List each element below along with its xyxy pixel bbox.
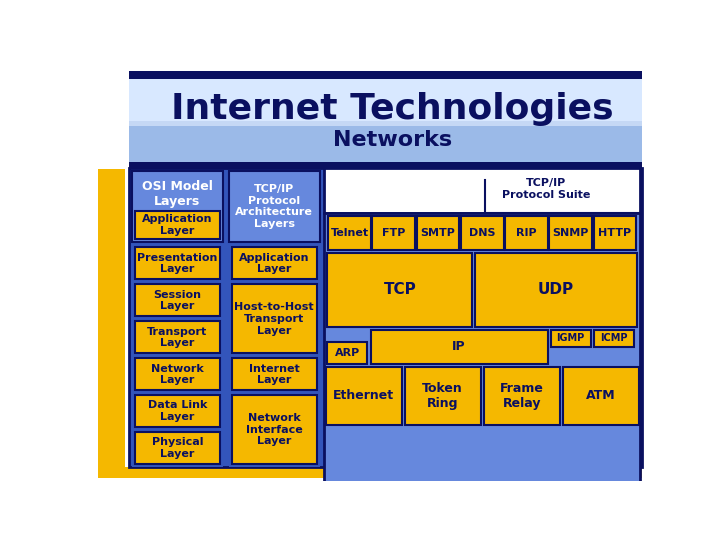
- Text: Host-to-Host
Transport
Layer: Host-to-Host Transport Layer: [235, 302, 314, 335]
- Text: Network
Interface
Layer: Network Interface Layer: [246, 413, 302, 447]
- Bar: [132, 171, 222, 242]
- Bar: [232, 284, 317, 353]
- Bar: [135, 211, 220, 239]
- Text: TCP: TCP: [384, 282, 416, 297]
- Text: RIP: RIP: [516, 228, 536, 238]
- Bar: [135, 358, 220, 390]
- Text: DNS: DNS: [469, 228, 495, 238]
- Text: OSI Model
Layers: OSI Model Layers: [142, 180, 212, 208]
- Bar: [135, 247, 220, 279]
- Bar: [232, 358, 317, 390]
- Text: Physical
Layer: Physical Layer: [151, 437, 203, 459]
- Text: TCP/IP
Protocol
Architecture
Layers: TCP/IP Protocol Architecture Layers: [235, 184, 313, 229]
- Bar: [562, 367, 639, 425]
- Bar: [129, 162, 642, 168]
- Bar: [505, 215, 548, 249]
- Text: FTP: FTP: [382, 228, 405, 238]
- Bar: [324, 168, 640, 213]
- Bar: [570, 470, 640, 477]
- Bar: [324, 213, 640, 482]
- Text: Networks: Networks: [333, 130, 451, 150]
- Text: Application
Layer: Application Layer: [239, 253, 310, 274]
- Bar: [461, 215, 503, 249]
- Bar: [132, 319, 222, 356]
- Bar: [372, 215, 415, 249]
- Text: Application
Layer: Application Layer: [142, 214, 212, 236]
- Text: Frame
Relay: Frame Relay: [500, 382, 544, 410]
- Bar: [129, 71, 642, 79]
- Bar: [129, 126, 642, 162]
- Bar: [371, 330, 548, 363]
- Bar: [328, 253, 472, 327]
- Text: Presentation
Layer: Presentation Layer: [137, 253, 217, 274]
- Text: SMTP: SMTP: [420, 228, 456, 238]
- Bar: [229, 282, 320, 356]
- Bar: [551, 330, 590, 347]
- Bar: [593, 215, 636, 249]
- Text: UDP: UDP: [538, 282, 574, 297]
- Text: Internet
Layer: Internet Layer: [249, 363, 300, 385]
- Bar: [129, 168, 642, 467]
- Text: IP: IP: [452, 340, 466, 353]
- Bar: [232, 395, 317, 464]
- Text: Data Link
Layer: Data Link Layer: [148, 401, 207, 422]
- Bar: [229, 393, 320, 467]
- Text: Token
Ring: Token Ring: [423, 382, 463, 410]
- Text: Session
Layer: Session Layer: [153, 289, 202, 311]
- Text: Telnet: Telnet: [330, 228, 369, 238]
- Text: Network
Layer: Network Layer: [151, 363, 204, 385]
- Bar: [417, 215, 459, 249]
- Text: ICMP: ICMP: [600, 333, 628, 343]
- Text: IGMP: IGMP: [557, 333, 585, 343]
- Bar: [549, 215, 592, 249]
- Bar: [135, 321, 220, 353]
- Bar: [135, 395, 220, 427]
- Bar: [135, 432, 220, 464]
- Text: ARP: ARP: [335, 348, 360, 358]
- Bar: [229, 171, 320, 242]
- Bar: [475, 253, 637, 327]
- Bar: [98, 168, 125, 467]
- Text: ATM: ATM: [586, 389, 616, 402]
- Bar: [229, 356, 320, 393]
- Text: HTTP: HTTP: [598, 228, 631, 238]
- Bar: [132, 393, 222, 430]
- Text: Internet Technologies: Internet Technologies: [171, 92, 613, 126]
- Bar: [129, 79, 642, 121]
- Text: Ethernet: Ethernet: [333, 389, 395, 402]
- Bar: [132, 245, 222, 282]
- Bar: [132, 282, 222, 319]
- Text: TCP/IP: TCP/IP: [526, 178, 566, 188]
- Bar: [98, 467, 642, 477]
- Bar: [129, 79, 642, 162]
- Bar: [484, 367, 559, 425]
- Text: SNMP: SNMP: [552, 228, 589, 238]
- Bar: [326, 367, 402, 425]
- Text: Transport
Layer: Transport Layer: [147, 327, 207, 348]
- Bar: [229, 245, 320, 282]
- Bar: [232, 247, 317, 279]
- Bar: [132, 356, 222, 393]
- Text: Protocol Suite: Protocol Suite: [502, 190, 590, 200]
- Bar: [132, 430, 222, 467]
- Bar: [328, 342, 367, 363]
- Bar: [405, 367, 481, 425]
- Bar: [135, 284, 220, 316]
- Bar: [594, 330, 634, 347]
- Bar: [328, 215, 371, 249]
